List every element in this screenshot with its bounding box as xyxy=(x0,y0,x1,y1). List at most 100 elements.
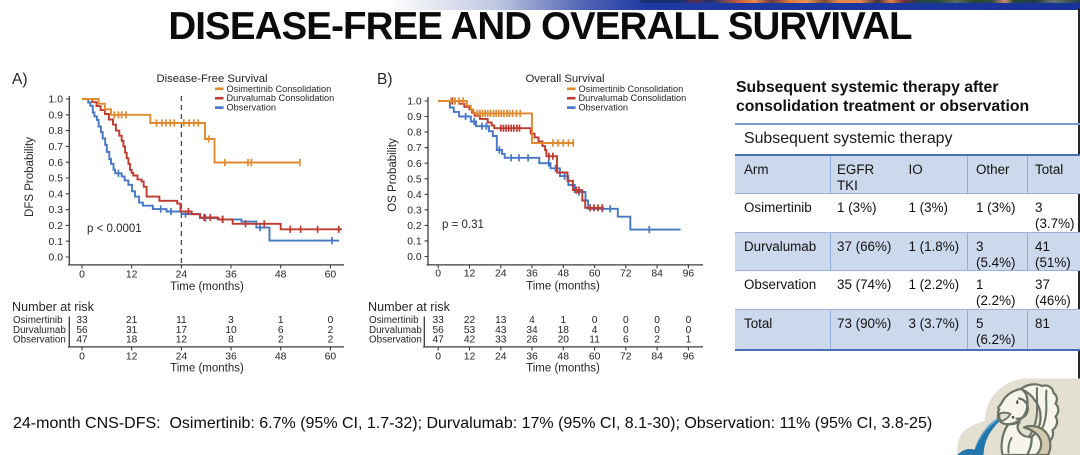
svg-text:Observation: Observation xyxy=(369,334,422,345)
svg-text:84: 84 xyxy=(651,269,663,280)
svg-text:36: 36 xyxy=(526,269,538,280)
svg-text:33: 33 xyxy=(433,315,445,326)
svg-text:0.6: 0.6 xyxy=(407,159,422,170)
svg-text:0.4: 0.4 xyxy=(407,190,422,201)
svg-text:56: 56 xyxy=(433,325,445,336)
svg-text:12: 12 xyxy=(464,269,476,280)
svg-text:0.3: 0.3 xyxy=(407,205,422,216)
svg-text:0.9: 0.9 xyxy=(49,110,64,121)
svg-text:1: 1 xyxy=(278,315,284,326)
svg-text:47: 47 xyxy=(76,334,88,345)
svg-text:0.9: 0.9 xyxy=(407,112,422,123)
svg-text:42: 42 xyxy=(464,334,476,345)
svg-text:60: 60 xyxy=(325,269,337,280)
svg-text:26: 26 xyxy=(526,334,538,345)
svg-text:13: 13 xyxy=(495,315,507,326)
svg-text:1.0: 1.0 xyxy=(49,95,64,106)
svg-text:0.2: 0.2 xyxy=(49,221,64,232)
svg-text:56: 56 xyxy=(76,325,88,336)
svg-text:DFS Probability: DFS Probability xyxy=(24,137,36,217)
svg-text:0: 0 xyxy=(654,325,660,336)
svg-text:Number at risk: Number at risk xyxy=(368,300,451,314)
svg-text:3: 3 xyxy=(228,315,234,326)
svg-text:20: 20 xyxy=(558,334,570,345)
svg-text:10: 10 xyxy=(225,325,237,336)
svg-text:48: 48 xyxy=(275,269,287,280)
svg-text:0.3: 0.3 xyxy=(49,205,64,216)
svg-text:Number at risk: Number at risk xyxy=(12,300,95,314)
svg-text:Time (months): Time (months) xyxy=(170,363,244,375)
svg-text:0: 0 xyxy=(435,269,441,280)
svg-text:Observation: Observation xyxy=(579,103,629,113)
svg-text:0: 0 xyxy=(654,315,660,326)
svg-text:1.0: 1.0 xyxy=(407,97,422,108)
svg-text:6: 6 xyxy=(278,325,284,336)
svg-text:OS Probability: OS Probability xyxy=(387,138,399,212)
svg-text:Time (months): Time (months) xyxy=(526,281,600,293)
svg-text:12: 12 xyxy=(126,352,138,363)
svg-text:4: 4 xyxy=(529,315,535,326)
svg-text:11: 11 xyxy=(589,334,600,345)
svg-text:33: 33 xyxy=(76,315,88,326)
svg-text:60: 60 xyxy=(589,352,601,363)
svg-text:Disease-Free Survival: Disease-Free Survival xyxy=(156,73,267,85)
svg-text:24: 24 xyxy=(176,352,188,363)
svg-text:48: 48 xyxy=(275,352,287,363)
svg-text:0: 0 xyxy=(623,325,629,336)
svg-text:p = 0.31: p = 0.31 xyxy=(442,219,484,231)
svg-text:B): B) xyxy=(377,71,393,88)
svg-text:Osimertinib Consolidation: Osimertinib Consolidation xyxy=(227,84,332,94)
svg-text:11: 11 xyxy=(176,315,187,326)
svg-text:Durvalumab Consolidation: Durvalumab Consolidation xyxy=(227,93,335,103)
svg-text:Osimertinib: Osimertinib xyxy=(369,315,419,326)
svg-text:0.8: 0.8 xyxy=(407,128,422,139)
svg-text:Durvalumab: Durvalumab xyxy=(13,325,66,336)
svg-text:48: 48 xyxy=(558,269,570,280)
svg-text:0.0: 0.0 xyxy=(49,253,64,264)
svg-text:0: 0 xyxy=(623,315,629,326)
svg-text:0.4: 0.4 xyxy=(49,189,64,200)
svg-text:0.2: 0.2 xyxy=(407,221,422,232)
svg-text:96: 96 xyxy=(683,269,695,280)
svg-text:0.5: 0.5 xyxy=(49,174,64,185)
svg-text:0.5: 0.5 xyxy=(407,174,422,185)
svg-text:47: 47 xyxy=(433,334,445,345)
svg-text:24: 24 xyxy=(176,269,188,280)
svg-text:Osimertinib: Osimertinib xyxy=(13,315,63,326)
svg-text:72: 72 xyxy=(620,269,632,280)
svg-text:0: 0 xyxy=(79,269,85,280)
svg-text:Observation: Observation xyxy=(13,334,66,345)
svg-text:0.1: 0.1 xyxy=(407,237,422,248)
svg-text:0: 0 xyxy=(328,315,334,326)
svg-text:1: 1 xyxy=(686,334,692,345)
svg-text:48: 48 xyxy=(558,352,570,363)
svg-text:2: 2 xyxy=(328,325,334,336)
svg-text:12: 12 xyxy=(126,269,138,280)
svg-text:Overall Survival: Overall Survival xyxy=(525,73,604,85)
svg-text:72: 72 xyxy=(620,352,632,363)
svg-text:36: 36 xyxy=(225,269,237,280)
svg-text:0.7: 0.7 xyxy=(49,142,64,153)
svg-text:17: 17 xyxy=(176,325,188,336)
svg-text:36: 36 xyxy=(526,352,538,363)
svg-text:2: 2 xyxy=(654,334,660,345)
svg-text:18: 18 xyxy=(126,334,138,345)
svg-text:2: 2 xyxy=(328,334,334,345)
svg-text:Durvalumab: Durvalumab xyxy=(369,325,422,336)
svg-text:0: 0 xyxy=(686,325,692,336)
svg-text:43: 43 xyxy=(495,325,507,336)
svg-text:60: 60 xyxy=(325,352,337,363)
svg-text:34: 34 xyxy=(526,325,538,336)
svg-text:A): A) xyxy=(12,71,28,88)
svg-text:0.0: 0.0 xyxy=(407,252,422,263)
svg-text:0: 0 xyxy=(435,352,441,363)
svg-text:0: 0 xyxy=(592,315,598,326)
svg-text:6: 6 xyxy=(623,334,629,345)
svg-text:0.7: 0.7 xyxy=(407,143,422,154)
svg-text:12: 12 xyxy=(176,334,188,345)
svg-text:24: 24 xyxy=(495,352,507,363)
svg-text:22: 22 xyxy=(464,315,476,326)
svg-text:31: 31 xyxy=(126,325,138,336)
svg-text:36: 36 xyxy=(225,352,237,363)
svg-text:12: 12 xyxy=(464,352,476,363)
